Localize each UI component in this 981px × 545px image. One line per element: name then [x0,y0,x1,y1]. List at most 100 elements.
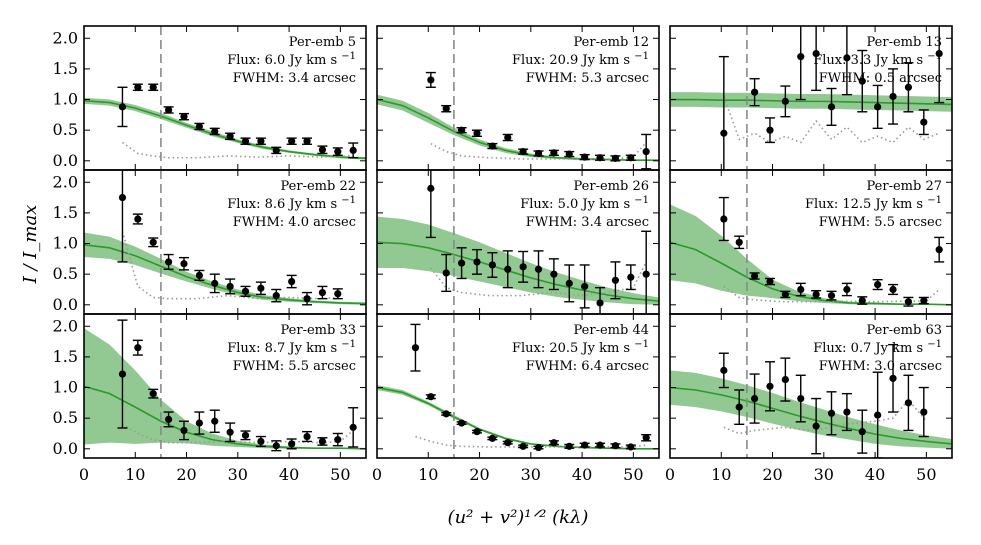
data-point [920,296,928,305]
data-point [874,411,882,419]
x-tick-label: 10 [125,465,145,484]
data-point [519,263,527,271]
data-point [534,443,543,452]
data-point [642,148,650,156]
data-point [303,295,311,303]
data-point [473,129,481,137]
data-point [195,419,203,427]
panel-flux: Flux: 12.5 Jy km s −1 [805,195,942,212]
data-point [488,142,496,150]
data-point [303,137,311,145]
data-point [565,150,573,158]
y-tick-label: 1.0 [53,234,78,253]
data-point [874,280,882,289]
data-point [642,270,650,278]
model-band [377,94,659,161]
flux-exponent: −1 [341,339,356,350]
data-point [226,428,234,436]
data-point [889,285,897,294]
data-point [211,417,219,425]
dotted-profile [415,435,647,448]
y-tick-label: 0.0 [53,439,78,458]
data-point [118,103,127,111]
y-axis-label: I / I_max [20,205,41,285]
data-point [935,49,943,58]
data-point [596,299,604,307]
x-tick-label: 0 [372,465,382,484]
x-tick-label: 10 [711,465,731,484]
model-band [377,216,659,305]
x-tick-label: 0 [79,465,89,484]
y-tick-label: 0.0 [53,151,78,170]
data-point [642,434,650,442]
y-tick-label: 2.0 [53,172,78,191]
x-axis-label: (u² + v²)¹ᐟ² (kλ) [448,507,589,528]
data-point [180,260,188,268]
y-tick-label: 0.0 [53,295,78,314]
panel-title: Per-emb 12 [574,35,649,50]
panel-plot-area [670,314,952,458]
x-tick-label: 20 [176,465,196,484]
data-point [334,290,342,298]
data-point [550,149,558,157]
data-point [165,415,173,423]
data-point [318,288,327,297]
flux-exponent: −1 [634,339,649,350]
data-point [858,77,866,85]
y-tick-label: 1.5 [53,203,78,222]
data-point [797,53,805,61]
x-tick-label: 50 [916,465,936,484]
data-point [534,149,543,158]
panel-fwhm: FWHM: 5.3 arcsec [526,71,649,86]
panel-flux: Flux: 20.5 Jy km s −1 [512,339,649,356]
data-point [781,97,789,105]
data-point [134,344,142,352]
panel-flux: Flux: 5.0 Jy km s −1 [520,195,649,212]
data-point [720,366,728,374]
y-tick-labels: 0.0 0.5 1.0 1.5 2.0 0.0 0.5 1.0 1.5 2.0 0.0 0.5 1.0 1… [53,28,78,458]
panel-fwhm: FWHM: 3.0 arcsec [819,359,942,374]
model-line [84,243,366,305]
x-tick-label: 30 [228,465,248,484]
model-band [84,97,366,160]
data-point [843,285,851,294]
data-point [241,287,250,295]
data-point [735,238,743,246]
panel-plot-area [377,170,659,314]
data-point [458,419,466,427]
flux-exponent: −1 [341,195,356,206]
data-point [272,146,280,154]
data-point [812,290,820,298]
data-point [581,441,589,449]
data-point [288,277,296,286]
data-point [581,282,589,291]
model-band [670,370,952,449]
data-point [611,442,620,450]
y-tick-label: 0.5 [53,264,78,283]
data-point [611,276,620,284]
panel-fwhm: FWHM: 5.5 arcsec [233,359,356,374]
data-point [195,271,203,279]
panel-title: Per-emb 5 [289,35,356,50]
data-point [118,193,127,202]
data-point [118,370,127,378]
data-point [241,137,250,145]
x-tick-label: 40 [865,465,885,484]
data-point [797,285,805,294]
data-point [827,103,836,111]
data-point [272,442,280,450]
model-band [670,204,952,306]
x-tick-label: 10 [418,465,438,484]
data-point [920,118,928,126]
data-point [565,279,573,287]
panel-fwhm: FWHM: 5.5 arcsec [819,215,942,230]
data-point [504,133,512,142]
model-line [670,386,952,445]
y-tick-label: 1.5 [53,59,78,78]
data-point [611,154,620,162]
x-tick-label: 20 [469,465,489,484]
panel-plot-area [84,314,366,458]
